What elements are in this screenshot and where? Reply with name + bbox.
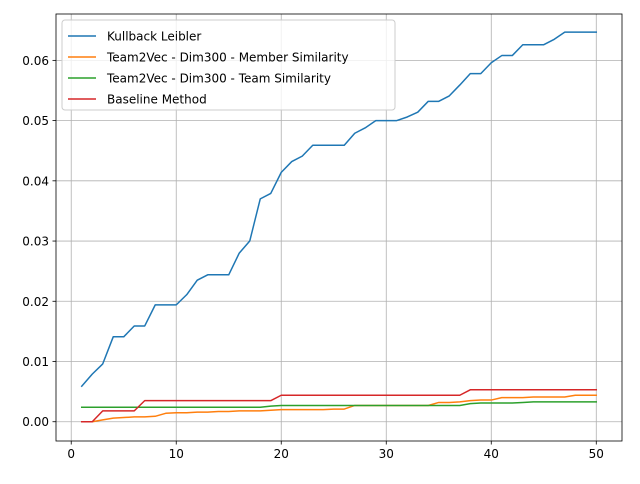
x-tick-label: 40 xyxy=(484,447,499,461)
x-tick-label: 20 xyxy=(274,447,289,461)
y-tick-label: 0.06 xyxy=(22,54,49,68)
y-tick-label: 0.05 xyxy=(22,114,49,128)
series-layer xyxy=(80,31,598,423)
x-tick-label: 10 xyxy=(169,447,184,461)
y-tick-label: 0.03 xyxy=(22,235,49,249)
y-tick-label: 0.04 xyxy=(22,174,49,188)
x-tick-label: 50 xyxy=(589,447,604,461)
legend-box xyxy=(61,19,396,111)
series-line-0 xyxy=(80,31,598,388)
series-line-2 xyxy=(80,401,598,409)
x-axis: 0 10 20 30 40 50 xyxy=(67,441,604,461)
legend-label: Team2Vec - Dim300 - Member Similarity xyxy=(106,51,349,65)
legend-label: Team2Vec - Dim300 - Team Similarity xyxy=(106,72,331,86)
y-tick-label: 0.01 xyxy=(22,355,49,369)
y-axis: 0.00 0.01 0.02 0.03 0.04 0.05 0.06 xyxy=(22,54,56,429)
y-tick-label: 0.00 xyxy=(22,415,49,429)
series-line-3 xyxy=(80,389,598,423)
axes-frame xyxy=(55,13,623,442)
legend-label: Baseline Method xyxy=(107,93,207,107)
series-line-1 xyxy=(80,394,598,423)
y-tick-label: 0.02 xyxy=(22,295,49,309)
x-tick-label: 30 xyxy=(379,447,394,461)
x-tick-label: 0 xyxy=(67,447,75,461)
legend: Kullback Leibler Team2Vec - Dim300 - Memb… xyxy=(61,19,396,111)
legend-label: Kullback Leibler xyxy=(107,30,201,44)
